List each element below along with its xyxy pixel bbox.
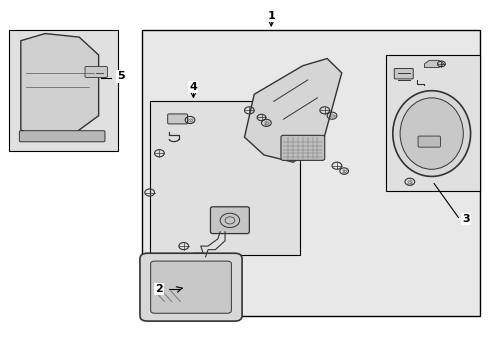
FancyBboxPatch shape [150,261,231,313]
FancyBboxPatch shape [281,135,324,160]
Bar [149,102,300,255]
Polygon shape [244,59,341,162]
Bar [142,30,479,316]
FancyBboxPatch shape [85,66,107,77]
FancyBboxPatch shape [210,207,249,234]
Bar [9,30,118,152]
FancyBboxPatch shape [417,136,440,147]
Text: 1: 1 [267,11,275,21]
FancyBboxPatch shape [167,114,187,124]
Ellipse shape [392,91,469,176]
Text: 3: 3 [461,214,468,224]
Polygon shape [424,60,443,67]
Polygon shape [21,33,99,137]
FancyBboxPatch shape [140,253,242,321]
Text: 2: 2 [155,284,163,294]
Text: 4: 4 [189,82,197,92]
Text: 5: 5 [117,71,124,81]
FancyBboxPatch shape [20,131,105,142]
FancyBboxPatch shape [393,68,412,79]
Bar [385,55,479,191]
Ellipse shape [399,98,462,169]
